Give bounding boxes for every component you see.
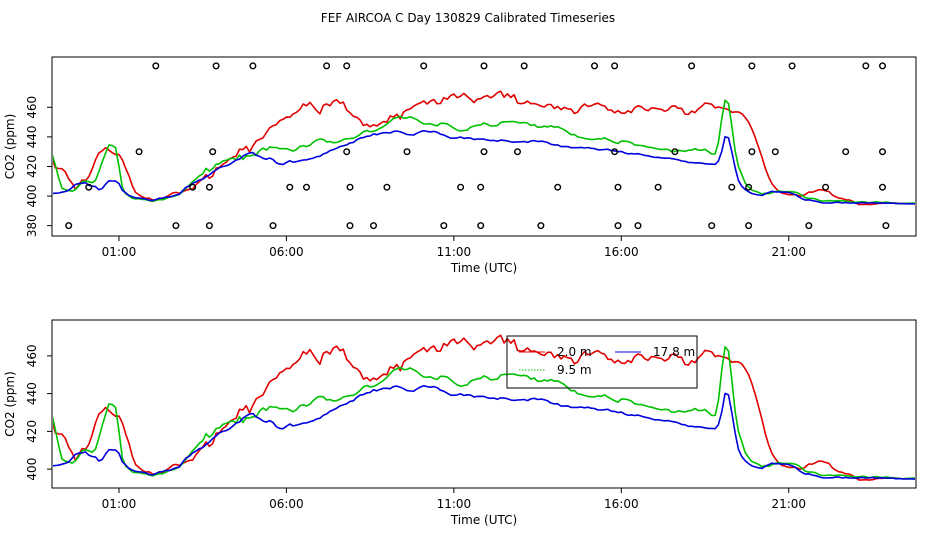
calibration-marker — [688, 62, 696, 70]
calibration-marker — [591, 62, 599, 70]
calibration-marker — [346, 183, 354, 191]
calibration-marker — [477, 183, 485, 191]
calibration-marker — [343, 148, 351, 156]
calibration-marker — [822, 183, 830, 191]
calibration-marker — [654, 183, 662, 191]
calibration-marker — [205, 222, 213, 230]
x-tick-label: 16:00 — [604, 497, 639, 511]
calibration-marker — [745, 222, 753, 230]
calibration-marker — [189, 183, 197, 191]
x-axis-label: Time (UTC) — [450, 261, 517, 275]
calibration-marker — [205, 183, 213, 191]
calibration-marker — [477, 222, 485, 230]
calibration-marker — [323, 62, 331, 70]
calibration-marker — [85, 183, 93, 191]
series-line-17-8-m — [53, 384, 915, 480]
calibration-marker — [748, 148, 756, 156]
calibration-marker — [671, 148, 679, 156]
legend-label-2: 17.8 m — [653, 345, 695, 359]
calibration-marker — [440, 222, 448, 230]
calibration-marker — [879, 62, 887, 70]
y-tick-label: 420 — [25, 420, 39, 443]
x-tick-label: 06:00 — [269, 497, 304, 511]
x-tick-label: 11:00 — [437, 497, 472, 511]
calibration-marker — [879, 148, 887, 156]
x-tick-label: 06:00 — [269, 245, 304, 259]
calibration-marker — [708, 222, 716, 230]
y-tick-label: 400 — [25, 185, 39, 208]
calibration-marker — [457, 183, 465, 191]
calibration-marker — [805, 222, 813, 230]
calibration-marker — [135, 148, 143, 156]
x-tick-label: 21:00 — [771, 497, 806, 511]
y-tick-label: 440 — [25, 382, 39, 405]
plot-frame — [51, 319, 917, 489]
calibration-marker — [480, 62, 488, 70]
calibration-marker — [152, 62, 160, 70]
legend-label-1: 9.5 m — [557, 363, 592, 377]
calibration-marker — [370, 222, 378, 230]
calibration-marker — [728, 183, 736, 191]
calibration-marker — [862, 62, 870, 70]
calibration-marker — [745, 183, 753, 191]
calibration-marker — [611, 62, 619, 70]
calibration-marker — [172, 222, 180, 230]
calibration-marker — [269, 222, 277, 230]
calibration-marker — [209, 148, 217, 156]
calibration-marker — [249, 62, 257, 70]
calibration-marker — [611, 148, 619, 156]
calibration-marker — [65, 222, 73, 230]
calibration-marker — [480, 148, 488, 156]
chart-title: FEF AIRCOA C Day 130829 Calibrated Times… — [321, 11, 615, 25]
calibration-marker — [788, 62, 796, 70]
calibration-marker — [420, 62, 428, 70]
lower-panel: 01:00 06:00 11:00 16:00 21:00 Time (UTC) 400 42… — [3, 319, 917, 527]
x-tick-label: 01:00 — [102, 497, 137, 511]
calibration-marker — [520, 62, 528, 70]
upper-panel: 01:00 06:00 11:00 16:00 21:00 Time (UTC) 380 40… — [3, 56, 917, 275]
legend-box — [506, 335, 698, 389]
calibration-marker — [383, 183, 391, 191]
x-tick-label: 16:00 — [604, 245, 639, 259]
calibration-marker — [514, 148, 522, 156]
calibration-marker — [554, 183, 562, 191]
calibration-marker — [346, 222, 354, 230]
series-line-17-8-m — [53, 129, 915, 205]
calibration-marker — [303, 183, 311, 191]
y-axis-label: CO2 (ppm) — [3, 371, 17, 437]
legend-label-0: 2.0 m — [557, 345, 592, 359]
calibration-marker — [537, 222, 545, 230]
calibration-marker — [879, 183, 887, 191]
x-tick-label: 21:00 — [771, 245, 806, 259]
y-tick-label: 380 — [25, 214, 39, 237]
y-tick-label: 460 — [25, 96, 39, 119]
x-axis-label: Time (UTC) — [450, 513, 517, 527]
y-axis-label: CO2 (ppm) — [3, 114, 17, 180]
y-tick-label: 400 — [25, 458, 39, 481]
calibration-marker — [343, 62, 351, 70]
calibration-marker — [771, 148, 779, 156]
calibration-marker — [882, 222, 890, 230]
calibration-marker — [748, 62, 756, 70]
calibration-marker — [634, 222, 642, 230]
calibration-marker — [286, 183, 294, 191]
calibration-marker — [403, 148, 411, 156]
x-tick-label: 11:00 — [437, 245, 472, 259]
x-tick-label: 01:00 — [102, 245, 137, 259]
plot-frame — [51, 56, 917, 237]
y-tick-label: 440 — [25, 125, 39, 148]
y-tick-label: 460 — [25, 344, 39, 367]
calibration-marker — [614, 183, 622, 191]
y-tick-label: 420 — [25, 155, 39, 178]
calibration-marker — [212, 62, 220, 70]
calibration-marker — [842, 148, 850, 156]
calibration-marker — [614, 222, 622, 230]
